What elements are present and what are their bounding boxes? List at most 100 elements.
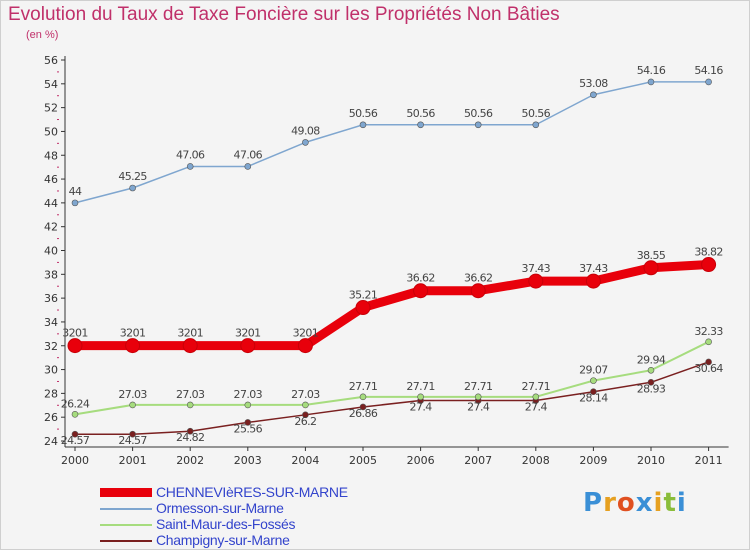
data-point <box>129 430 136 438</box>
y-tick-label: 36 <box>44 292 58 305</box>
data-point <box>413 283 429 299</box>
data-label: 26.2 <box>294 415 316 428</box>
logo-letter: x <box>635 488 654 518</box>
data-label: 3201 <box>235 327 261 340</box>
data-label: 29.94 <box>637 353 666 366</box>
y-tick-label: 26 <box>44 411 58 424</box>
data-label: 28.93 <box>637 382 666 395</box>
legend-swatch-ormesson <box>100 508 152 510</box>
data-label: 38.55 <box>637 249 666 262</box>
data-label: 27.03 <box>118 388 147 401</box>
y-tick-label: 28 <box>44 387 58 400</box>
x-tick-label: 2004 <box>291 454 319 467</box>
data-label: 25.56 <box>234 422 263 435</box>
data-point <box>302 401 309 409</box>
data-label: 29.07 <box>579 364 608 377</box>
data-point <box>590 388 597 396</box>
x-tick-label: 2003 <box>234 454 262 467</box>
data-label: 30.64 <box>694 362 723 375</box>
data-label: 3201 <box>120 327 146 340</box>
data-point <box>359 393 367 401</box>
data-label: 50.56 <box>464 107 493 120</box>
data-point <box>474 121 482 129</box>
legend-label-chennevieres: CHENNEVIèRES-SUR-MARNE <box>156 484 348 500</box>
data-label: 26.24 <box>61 397 90 410</box>
data-label: 27.4 <box>467 401 490 414</box>
data-label: 32.33 <box>694 325 723 338</box>
x-tick-label: 2008 <box>522 454 550 467</box>
data-point <box>71 199 79 207</box>
data-point <box>186 427 194 435</box>
data-point <box>417 121 424 129</box>
series-3: 24.57 24.57 24.82 25.56 26.2 26.86 27.4 27.4 27.… <box>61 358 724 447</box>
data-point <box>71 430 79 438</box>
data-point <box>359 403 367 411</box>
data-point <box>244 163 252 170</box>
data-label: 27.4 <box>410 401 433 414</box>
data-point <box>244 401 252 409</box>
y-tick-label: 56 <box>44 54 58 67</box>
data-label: 36.62 <box>406 272 435 285</box>
data-label: 27.71 <box>522 380 551 393</box>
data-point <box>590 377 597 384</box>
series-line <box>74 81 710 204</box>
series-1: 44 45.25 47.06 47.06 49.08 50.56 50.56 50.56 50.… <box>69 64 724 207</box>
logo-letter: P <box>583 488 604 518</box>
data-label: 24.57 <box>118 434 147 447</box>
series-0: 3201 3201 3201 3201 3201 35.21 36.62 36.62 37.43… <box>62 246 723 354</box>
series-2: 26.24 27.03 27.03 27.03 27.03 27.71 27.71 27.71… <box>61 325 724 418</box>
data-label: 50.56 <box>349 107 378 120</box>
data-point <box>297 338 313 354</box>
data-point <box>647 78 655 86</box>
data-point <box>647 366 655 374</box>
x-tick-label: 2010 <box>637 454 665 467</box>
data-point <box>244 419 252 426</box>
y-tick-label: 50 <box>44 125 58 138</box>
x-tick-label: 2011 <box>695 454 723 467</box>
chart-title: Evolution du Taux de Taxe Foncière sur l… <box>8 4 560 25</box>
y-tick-label: 46 <box>44 173 58 186</box>
data-label: 54.16 <box>637 64 666 77</box>
y-tick-label: 24 <box>44 435 58 448</box>
chart-subtitle: (en %) <box>26 29 59 41</box>
series-line <box>70 260 714 351</box>
data-point <box>355 300 371 316</box>
x-tick-label: 2006 <box>407 454 435 467</box>
data-point <box>590 91 597 99</box>
logo-letter: i <box>653 488 664 518</box>
y-tick-label: 52 <box>44 102 58 115</box>
data-point <box>705 358 712 366</box>
data-label: 47.06 <box>234 148 263 161</box>
data-point <box>129 401 136 409</box>
data-point <box>359 121 367 129</box>
x-tick-label: 2007 <box>464 454 492 467</box>
data-point <box>701 257 717 273</box>
data-label: 44 <box>69 185 82 198</box>
legend-swatch-champigny <box>100 540 152 542</box>
y-tick-label: 38 <box>44 268 58 281</box>
data-point <box>240 338 256 354</box>
y-tick-label: 44 <box>44 197 58 210</box>
data-point <box>302 411 309 419</box>
data-label: 27.71 <box>406 380 435 393</box>
data-label: 24.82 <box>176 431 205 444</box>
data-point <box>129 184 136 192</box>
data-point <box>528 273 544 289</box>
logo-letter: r <box>603 488 617 518</box>
data-label: 3201 <box>293 327 319 340</box>
data-point <box>125 338 141 354</box>
data-label: 47.06 <box>176 148 205 161</box>
data-point <box>705 78 712 86</box>
data-label: 24.57 <box>61 434 90 447</box>
data-point <box>532 121 540 129</box>
logo-letter: o <box>616 488 636 518</box>
data-label: 53.08 <box>579 77 608 90</box>
data-point <box>643 260 659 276</box>
y-tick-label: 42 <box>44 221 58 234</box>
data-label: 49.08 <box>291 124 320 137</box>
x-tick-label: 2005 <box>349 454 377 467</box>
y-tick-label: 34 <box>44 316 58 329</box>
data-point <box>470 283 486 299</box>
data-label: 45.25 <box>118 170 147 183</box>
logo-letter: i <box>676 488 687 518</box>
